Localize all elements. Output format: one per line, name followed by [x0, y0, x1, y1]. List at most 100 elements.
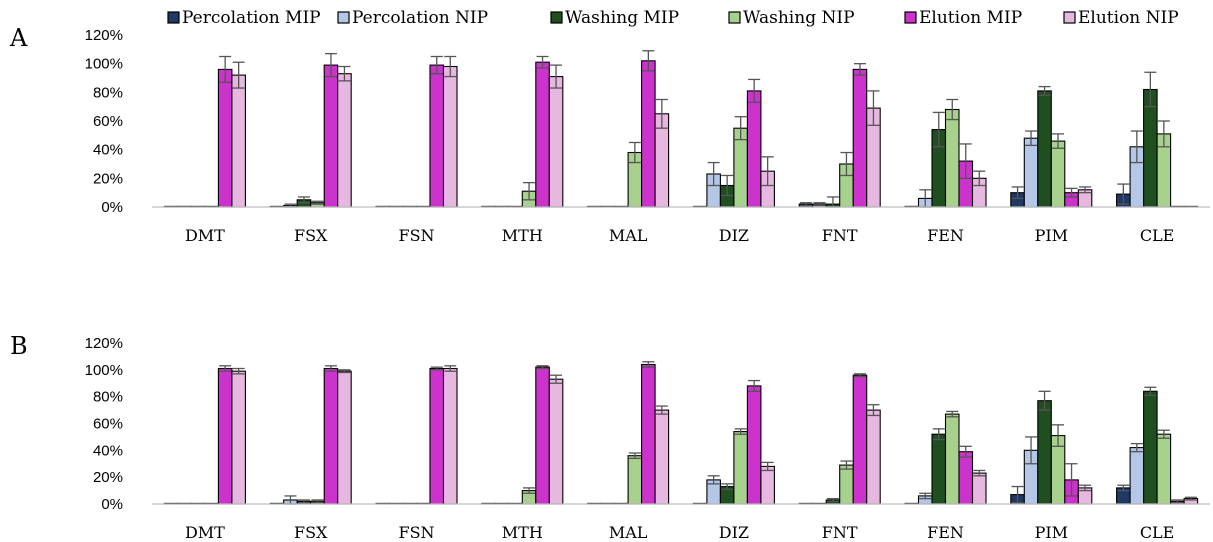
error-bar-percolation-nip-diz	[707, 161, 720, 187]
bar-washing-nip-diz	[733, 431, 748, 505]
bar-elution-nip-dmt	[231, 74, 246, 208]
bar-elution-nip-fsx	[337, 370, 352, 505]
bar-washing-nip-fnt	[839, 464, 854, 505]
error-bar-percolation-nip-diz	[707, 475, 720, 485]
x-tick-label-fsn: FSN	[398, 523, 434, 542]
bar-washing-nip-mal	[627, 455, 643, 505]
y-tick-label: 80%	[93, 389, 123, 406]
error-bar-elution-nip-dmt	[232, 367, 245, 375]
error-bar-percolation-mip-cle	[1117, 484, 1130, 492]
legend-swatch-washing-mip	[550, 11, 563, 24]
error-bar-washing-nip-cle	[1157, 429, 1170, 439]
panel-a-plot-area: 0% 20% 40% 60% 80% 100% 120% DMT FSX FSN MTH MAL DIZ…	[85, 27, 1210, 245]
x-tick-label-mth: MTH	[502, 523, 543, 542]
y-tick-label: 40%	[93, 442, 123, 459]
legend-label-washing-nip: Washing NIP	[743, 8, 855, 28]
error-bar-washing-mip-pim	[1038, 85, 1051, 96]
error-bar-elution-nip-mal	[655, 405, 668, 415]
error-bar-elution-nip-mth	[550, 374, 563, 384]
bar-elution-mip-fnt	[852, 374, 868, 505]
panel-a: A 0% 20% 40% 60% 80% 100% 120% DMT FSX FSN MTH MAL D…	[9, 24, 1210, 245]
error-bar-washing-nip-fsx	[311, 200, 324, 205]
error-bar-elution-nip-fsn	[444, 55, 457, 78]
error-bar-elution-mip-diz	[748, 379, 761, 392]
x-tick-label-diz: DIZ	[719, 226, 749, 245]
panel-b: B 0% 20% 40% 60% 80% 100% 120% DMT FSX FSN MTH MAL D…	[10, 332, 1210, 542]
bar-elution-nip-fsn	[442, 367, 458, 505]
error-bar-elution-mip-fsn	[430, 366, 443, 371]
error-bar-washing-mip-cle	[1144, 386, 1157, 396]
bar-elution-mip-diz	[746, 90, 762, 208]
error-bar-elution-mip-pim	[1065, 463, 1078, 497]
x-tick-label-fsx: FSX	[294, 523, 328, 542]
error-bar-elution-nip-fen	[973, 170, 986, 187]
error-bar-washing-nip-fen	[946, 98, 959, 121]
x-tick-label-fnt: FNT	[822, 226, 858, 245]
panel-b-plot-area: 0% 20% 40% 60% 80% 100% 120% DMT FSX FSN MTH MAL DIZ…	[85, 335, 1210, 542]
error-bar-elution-nip-cle	[1184, 496, 1197, 501]
error-bar-elution-mip-fnt	[853, 373, 866, 378]
error-bar-elution-mip-mth	[536, 365, 549, 370]
error-bar-washing-mip-fsx	[297, 499, 310, 504]
x-tick-label-fsn: FSN	[398, 226, 434, 245]
error-bar-washing-mip-diz	[721, 174, 734, 197]
panel-a-letter: A	[9, 24, 28, 52]
error-bar-washing-mip-diz	[721, 483, 734, 490]
x-tick-label-fen: FEN	[927, 226, 964, 245]
error-bar-elution-mip-fsx	[324, 365, 337, 372]
error-bar-washing-nip-fsx	[311, 499, 324, 504]
panel-b-letter: B	[10, 332, 28, 360]
y-tick-label: 0%	[101, 199, 123, 216]
error-bar-washing-nip-mth	[523, 487, 536, 494]
bar-washing-nip-fen	[944, 413, 960, 505]
legend-label-washing-mip: Washing MIP	[565, 8, 679, 28]
error-bar-elution-nip-fsx	[338, 369, 351, 374]
error-bar-elution-nip-fsn	[444, 365, 457, 372]
x-tick-label-diz: DIZ	[719, 523, 749, 542]
error-bar-elution-mip-diz	[748, 78, 761, 104]
y-tick-label: 100%	[85, 362, 123, 379]
error-bar-washing-mip-fnt	[826, 497, 839, 502]
y-tick-label: 60%	[93, 113, 123, 130]
error-bar-percolation-nip-pim	[1025, 436, 1038, 465]
y-tick-label: 20%	[93, 170, 123, 187]
legend-label-percolation-mip: Percolation MIP	[182, 8, 321, 28]
error-bar-elution-nip-mth	[550, 64, 563, 89]
error-bar-elution-mip-mal	[642, 361, 655, 368]
bar-elution-nip-fnt	[866, 409, 881, 505]
error-bar-washing-mip-fen	[932, 428, 945, 441]
error-bar-elution-nip-mal	[655, 98, 668, 129]
error-bar-washing-mip-fen	[932, 111, 945, 148]
bar-elution-nip-diz	[760, 465, 775, 505]
legend-label-percolation-nip: Percolation NIP	[352, 8, 488, 28]
bar-elution-nip-fsx	[337, 73, 352, 208]
bar-elution-nip-dmt	[231, 370, 246, 505]
error-bar-washing-nip-diz	[734, 116, 747, 141]
x-tick-label-pim: PIM	[1035, 523, 1068, 542]
error-bar-percolation-mip-cle	[1117, 183, 1130, 205]
error-bar-elution-nip-pim	[1079, 484, 1092, 492]
x-tick-label-dmt: DMT	[185, 226, 225, 245]
error-bar-elution-nip-fen	[973, 469, 986, 477]
legend-swatch-percolation-nip	[337, 11, 350, 24]
error-bar-elution-nip-fnt	[867, 90, 880, 126]
y-tick-label: 120%	[85, 335, 123, 352]
error-bar-washing-nip-pim	[1052, 133, 1065, 149]
error-bar-percolation-mip-fnt	[799, 202, 812, 207]
y-tick-label: 120%	[85, 27, 123, 44]
bar-elution-mip-fsn	[429, 367, 445, 505]
bar-elution-mip-fen	[958, 451, 974, 505]
error-bar-percolation-nip-pim	[1025, 130, 1038, 147]
error-bar-percolation-mip-pim	[1011, 186, 1024, 200]
error-bar-washing-mip-cle	[1144, 71, 1157, 108]
error-bar-elution-nip-dmt	[232, 61, 245, 89]
error-bar-washing-nip-cle	[1157, 120, 1170, 148]
legend-swatch-elution-nip	[1063, 11, 1076, 24]
error-bar-washing-nip-diz	[734, 428, 747, 435]
error-bar-elution-mip-mal	[642, 50, 655, 72]
legend-swatch-percolation-mip	[167, 11, 180, 24]
x-tick-label-fnt: FNT	[822, 523, 858, 542]
error-bar-elution-mip-fnt	[853, 63, 866, 76]
error-bar-elution-mip-fsx	[324, 52, 337, 78]
